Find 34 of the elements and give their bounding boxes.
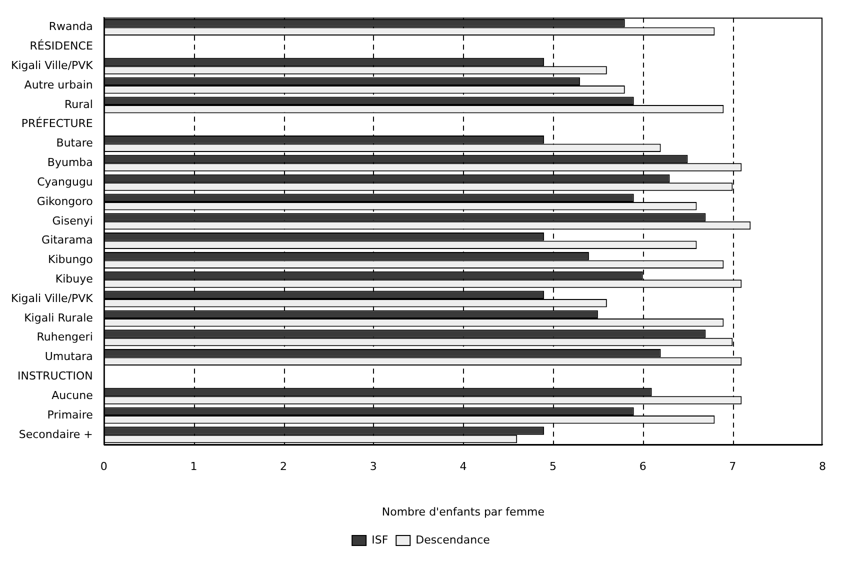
- y-tick-label: Autre urbain: [24, 78, 93, 92]
- x-tick-label: 2: [280, 460, 288, 474]
- x-tick-label: 7: [729, 460, 736, 474]
- y-tick-label: Secondaire +: [18, 428, 93, 441]
- x-tick-label: 8: [819, 460, 826, 474]
- y-tick-label: Gisenyi: [52, 214, 93, 228]
- y-tick-label: Butare: [56, 136, 94, 150]
- y-tick-label: Kibuye: [55, 272, 94, 286]
- y-tick-label: Cyangugu: [37, 175, 93, 188]
- y-tick-label: Kibungo: [48, 253, 94, 266]
- y-tick-label: INSTRUCTION: [17, 370, 93, 383]
- y-tick-label: Rural: [64, 98, 93, 111]
- x-tick-label: 4: [460, 460, 467, 474]
- legend-label: Descendance: [416, 533, 490, 546]
- y-tick-label: Umutara: [44, 350, 93, 364]
- y-tick-label: Aucune: [52, 388, 94, 402]
- y-tick-label: Ruhengeri: [36, 330, 93, 344]
- y-tick-label: PRÉFECTURE: [21, 116, 93, 130]
- y-tick-label: Byumba: [47, 156, 93, 170]
- y-tick-label: RÉSIDENCE: [30, 38, 93, 53]
- y-tick-label: Kigali Ville/PVK: [10, 58, 94, 72]
- y-tick-label: Kigali Ville/PVK: [10, 292, 94, 305]
- x-tick-label: 0: [100, 460, 108, 474]
- y-tick-label: Kigali Rurale: [24, 311, 94, 324]
- x-tick-label: 3: [370, 460, 377, 474]
- y-tick-label: Rwanda: [48, 20, 93, 34]
- x-axis-title: Nombre d'enfants par femme: [382, 505, 545, 518]
- x-tick-label: 5: [550, 460, 557, 474]
- legend-label: ISF: [372, 533, 388, 546]
- y-tick-label: Gitarama: [42, 234, 93, 247]
- y-tick-label: Gikongoro: [36, 194, 94, 208]
- x-tick-label: 6: [639, 460, 646, 474]
- y-tick-label: Primaire: [47, 408, 94, 422]
- x-tick-label: 1: [190, 460, 198, 474]
